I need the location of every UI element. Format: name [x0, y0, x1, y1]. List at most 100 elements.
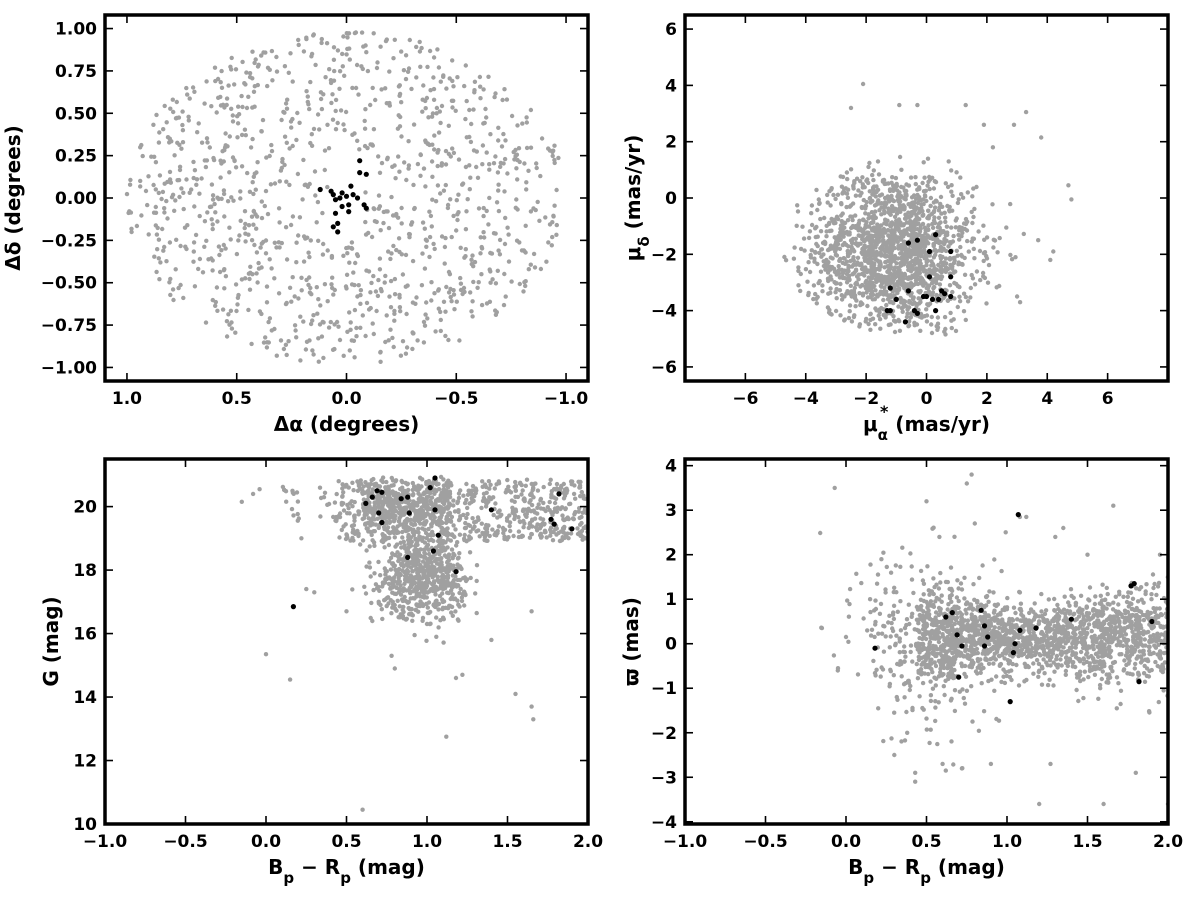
field-star-point — [882, 200, 888, 205]
field-star-point — [560, 513, 565, 518]
field-star-point — [480, 162, 485, 167]
x-tick-label: −0.5 — [163, 832, 207, 852]
field-star-point — [935, 273, 940, 278]
field-star-point — [861, 266, 867, 271]
field-star-point — [405, 569, 411, 574]
field-star-point — [191, 249, 196, 254]
field-star-point — [866, 216, 871, 221]
field-star-point — [441, 579, 447, 584]
field-star-point — [256, 266, 262, 271]
field-star-point — [932, 271, 937, 276]
field-star-point — [529, 609, 534, 614]
field-star-point — [890, 175, 895, 180]
field-star-point — [516, 515, 521, 520]
field-star-point — [882, 195, 888, 201]
field-star-point — [204, 158, 210, 163]
field-star-point — [997, 283, 1002, 289]
field-star-point — [437, 521, 443, 527]
field-star-point — [901, 203, 906, 208]
field-star-point — [263, 50, 268, 55]
field-star-point — [870, 186, 876, 192]
field-star-point — [931, 255, 937, 260]
field-star-point — [207, 145, 212, 150]
field-star-point — [549, 492, 554, 497]
field-star-point — [851, 248, 856, 253]
field-star-point — [947, 283, 953, 288]
field-star-point — [833, 281, 839, 286]
field-star-point — [571, 516, 576, 522]
field-star-point — [422, 323, 428, 328]
field-star-point — [869, 266, 874, 271]
field-star-point — [493, 231, 498, 236]
field-star-point — [402, 525, 407, 530]
member-star-point — [905, 240, 912, 246]
member-star-point — [335, 220, 341, 226]
member-star-point — [435, 532, 441, 538]
member-star-point — [363, 500, 369, 506]
field-star-point — [852, 180, 857, 186]
field-star-point — [841, 225, 846, 231]
field-star-point — [449, 532, 454, 538]
field-star-point — [537, 218, 542, 223]
field-star-point — [959, 234, 964, 239]
field-star-point — [282, 134, 288, 139]
field-star-point — [464, 98, 469, 104]
field-star-point — [325, 299, 330, 304]
field-star-point — [425, 502, 430, 508]
field-star-point — [484, 208, 489, 214]
field-star-point — [242, 127, 248, 132]
field-star-point — [848, 238, 854, 243]
field-star-point — [488, 280, 493, 285]
field-star-point — [159, 196, 164, 202]
field-star-point — [876, 228, 881, 233]
field-star-point — [263, 251, 269, 256]
field-star-point — [888, 265, 894, 270]
field-star-point — [426, 115, 431, 120]
field-star-point — [445, 559, 450, 564]
field-star-point — [266, 319, 271, 325]
field-star-point — [1069, 197, 1074, 202]
field-star-point — [517, 481, 523, 486]
field-star-point — [457, 532, 463, 537]
field-star-point — [907, 298, 912, 304]
field-star-point — [421, 500, 427, 506]
field-star-point — [247, 276, 252, 282]
field-star-point — [349, 338, 354, 343]
field-star-point — [811, 283, 817, 288]
field-star-point — [573, 509, 578, 515]
field-star-point — [842, 294, 847, 299]
field-star-point — [306, 250, 311, 255]
field-star-point — [210, 193, 216, 198]
field-star-point — [340, 64, 345, 69]
field-star-point — [471, 279, 476, 285]
field-star-point — [442, 553, 448, 558]
field-star-point — [936, 262, 941, 268]
field-star-point — [921, 160, 926, 165]
field-star-point — [826, 278, 831, 284]
field-star-point — [526, 168, 531, 173]
member-star-point — [914, 310, 921, 316]
field-star-point — [306, 282, 311, 288]
field-star-point — [942, 210, 947, 215]
field-star-point — [344, 52, 349, 57]
field-star-point — [298, 358, 303, 363]
field-star-point — [474, 610, 479, 616]
field-star-point — [446, 290, 452, 295]
field-star-point — [397, 93, 402, 99]
field-star-point — [177, 167, 183, 173]
field-star-point — [398, 309, 403, 314]
field-star-point — [892, 214, 898, 219]
field-star-point — [926, 303, 931, 308]
field-star-point — [162, 210, 167, 215]
field-star-point — [877, 317, 883, 322]
field-star-point — [411, 122, 417, 127]
x-tick-label: 2 — [981, 389, 993, 409]
field-star-point — [340, 494, 345, 499]
field-star-point — [426, 551, 432, 557]
field-star-point — [410, 504, 415, 509]
field-star-point — [814, 187, 819, 193]
field-star-point — [851, 255, 856, 260]
field-star-point — [368, 305, 373, 311]
field-star-point — [397, 501, 402, 507]
field-star-point — [508, 528, 513, 534]
